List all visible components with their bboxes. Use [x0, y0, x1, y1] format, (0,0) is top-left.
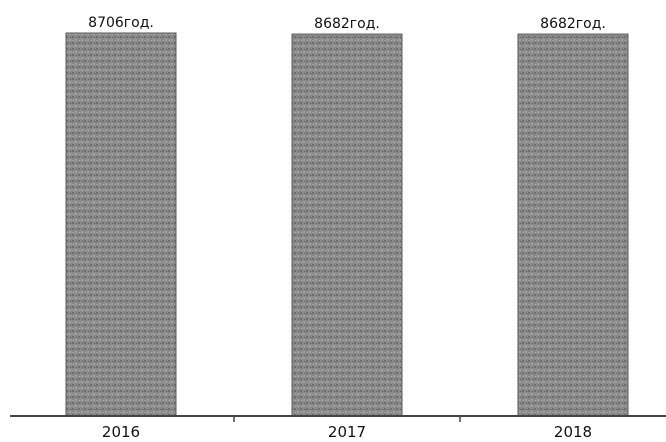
value-label-2018: 8682год. [540, 16, 606, 32]
value-label-2017: 8682год. [314, 16, 380, 32]
value-labels-group: 8706год. 8682год. 8682год. [88, 15, 606, 32]
bar-2017 [291, 33, 403, 417]
bars-group [65, 32, 629, 417]
bar-2016 [65, 32, 177, 417]
x-axis-ticks-group [233, 416, 461, 422]
bar-2018 [517, 33, 629, 417]
x-axis-labels-group: 2016 2017 2018 [102, 423, 592, 441]
x-tick-label-2016: 2016 [102, 423, 140, 441]
value-label-2016: 8706год. [88, 15, 154, 31]
x-tick-label-2017: 2017 [328, 423, 366, 441]
x-tick-label-2018: 2018 [554, 423, 592, 441]
